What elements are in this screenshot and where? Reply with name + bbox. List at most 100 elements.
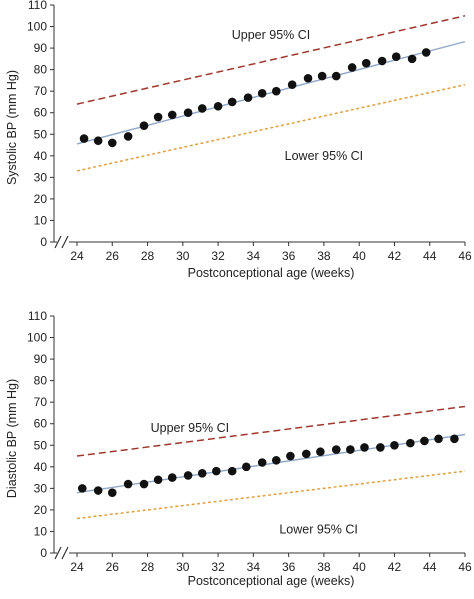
y-tick-label: 90 xyxy=(34,352,48,366)
data-point xyxy=(167,110,177,120)
data-point xyxy=(93,486,103,495)
data-point xyxy=(377,56,387,66)
y-tick-label: 40 xyxy=(34,149,48,163)
data-point xyxy=(183,108,193,118)
data-point xyxy=(139,121,149,130)
data-point xyxy=(153,475,163,485)
x-tick-label: 32 xyxy=(211,560,225,574)
axis-break-mark xyxy=(54,546,62,560)
y-tick-label: 70 xyxy=(34,395,48,409)
y-axis-title: Systolic BP (mm Hg) xyxy=(5,70,19,185)
x-tick-label: 36 xyxy=(282,560,296,574)
data-point xyxy=(243,93,253,102)
x-tick-label: 30 xyxy=(176,560,190,574)
y-tick-label: 80 xyxy=(34,374,48,388)
data-point xyxy=(183,471,193,480)
data-point xyxy=(167,473,177,482)
x-tick-label: 34 xyxy=(247,560,261,574)
y-tick-label: 50 xyxy=(34,127,48,141)
x-axis-title: Postconceptional age (weeks) xyxy=(188,574,355,588)
y-tick-label: 110 xyxy=(28,0,47,12)
x-tick-label: 42 xyxy=(388,249,402,263)
y-tick-label: 10 xyxy=(34,213,48,227)
data-point xyxy=(271,456,281,465)
data-point xyxy=(139,479,149,489)
y-tick-label: 100 xyxy=(27,20,47,34)
lower-95-ci-label: Lower 95% CI xyxy=(285,149,364,163)
x-tick-label: 46 xyxy=(458,249,472,263)
data-point xyxy=(242,462,251,472)
systolic-bp-panel: 0 10 20 30 40 50 60 70 80 90 100 110 24 26 28 30 32 34 36 3… xyxy=(5,0,472,280)
data-point xyxy=(93,136,103,146)
y-tick-label: 30 xyxy=(34,170,48,184)
x-tick-label: 40 xyxy=(353,249,367,263)
data-point xyxy=(301,449,311,459)
x-tick-label: 46 xyxy=(458,560,472,574)
y-tick-label: 20 xyxy=(34,192,48,206)
y-tick-label: 60 xyxy=(34,417,48,431)
y-tick-label: 0 xyxy=(40,235,47,249)
y-axis-title: Diastolic BP (mm Hg) xyxy=(5,379,19,498)
x-tick-label: 32 xyxy=(211,249,225,263)
data-point xyxy=(257,458,267,467)
data-point xyxy=(331,445,341,454)
x-tick-label: 42 xyxy=(388,560,402,574)
data-point xyxy=(390,440,399,450)
data-point xyxy=(271,86,281,96)
data-point xyxy=(420,436,429,446)
y-tick-label: 80 xyxy=(34,63,48,77)
data-point xyxy=(331,71,341,81)
regression-line xyxy=(76,40,466,145)
y-tick-label: 60 xyxy=(34,106,48,120)
upper-95-ci-label: Upper 95% CI xyxy=(151,421,230,435)
data-point xyxy=(213,101,223,111)
axis-break-mark xyxy=(54,235,62,249)
diastolic-bp-panel: 0 10 20 30 40 50 60 70 80 90 100 110 24 26 28 30 32 34 36 3… xyxy=(5,309,472,588)
x-tick-label: 34 xyxy=(247,249,261,263)
data-point xyxy=(212,466,221,476)
data-point xyxy=(303,73,313,83)
y-tick-label: 10 xyxy=(34,524,48,538)
lower-95-ci-line xyxy=(76,83,466,172)
upper-95-ci-label: Upper 95% CI xyxy=(232,28,311,42)
upper-95-ci-line xyxy=(76,405,466,457)
lower-95-ci-line xyxy=(76,470,466,520)
y-tick-label: 40 xyxy=(34,460,48,474)
y-tick-label: 0 xyxy=(40,546,47,560)
data-point xyxy=(197,468,207,478)
data-point xyxy=(391,52,401,62)
x-tick-label: 36 xyxy=(282,249,296,263)
y-tick-label: 90 xyxy=(34,41,48,55)
data-point xyxy=(407,54,417,64)
data-point xyxy=(77,484,87,493)
data-point xyxy=(376,443,385,452)
y-tick-label: 20 xyxy=(34,503,48,517)
y-tick-label: 30 xyxy=(34,481,48,495)
data-point xyxy=(107,138,117,148)
x-tick-label: 24 xyxy=(70,560,84,574)
x-tick-label: 38 xyxy=(317,560,331,574)
data-point xyxy=(286,451,295,461)
x-tick-label: 26 xyxy=(106,249,120,263)
y-tick-label: 70 xyxy=(34,84,48,98)
x-tick-label: 44 xyxy=(423,560,437,574)
data-point xyxy=(123,132,133,141)
y-tick-label: 50 xyxy=(34,438,48,452)
data-point xyxy=(227,466,237,476)
y-tick-label: 100 xyxy=(27,331,47,345)
data-point xyxy=(317,71,327,81)
data-point xyxy=(79,134,89,143)
x-tick-label: 44 xyxy=(423,249,437,263)
data-point xyxy=(287,80,297,90)
data-point xyxy=(450,434,459,444)
x-tick-label: 24 xyxy=(70,249,84,263)
x-tick-label: 38 xyxy=(317,249,331,263)
data-point xyxy=(227,97,237,107)
data-point xyxy=(316,447,325,457)
x-tick-label: 30 xyxy=(176,249,190,263)
axis-break-mark xyxy=(61,235,69,249)
y-tick-label: 110 xyxy=(28,309,47,323)
upper-95-ci-line xyxy=(76,15,466,105)
